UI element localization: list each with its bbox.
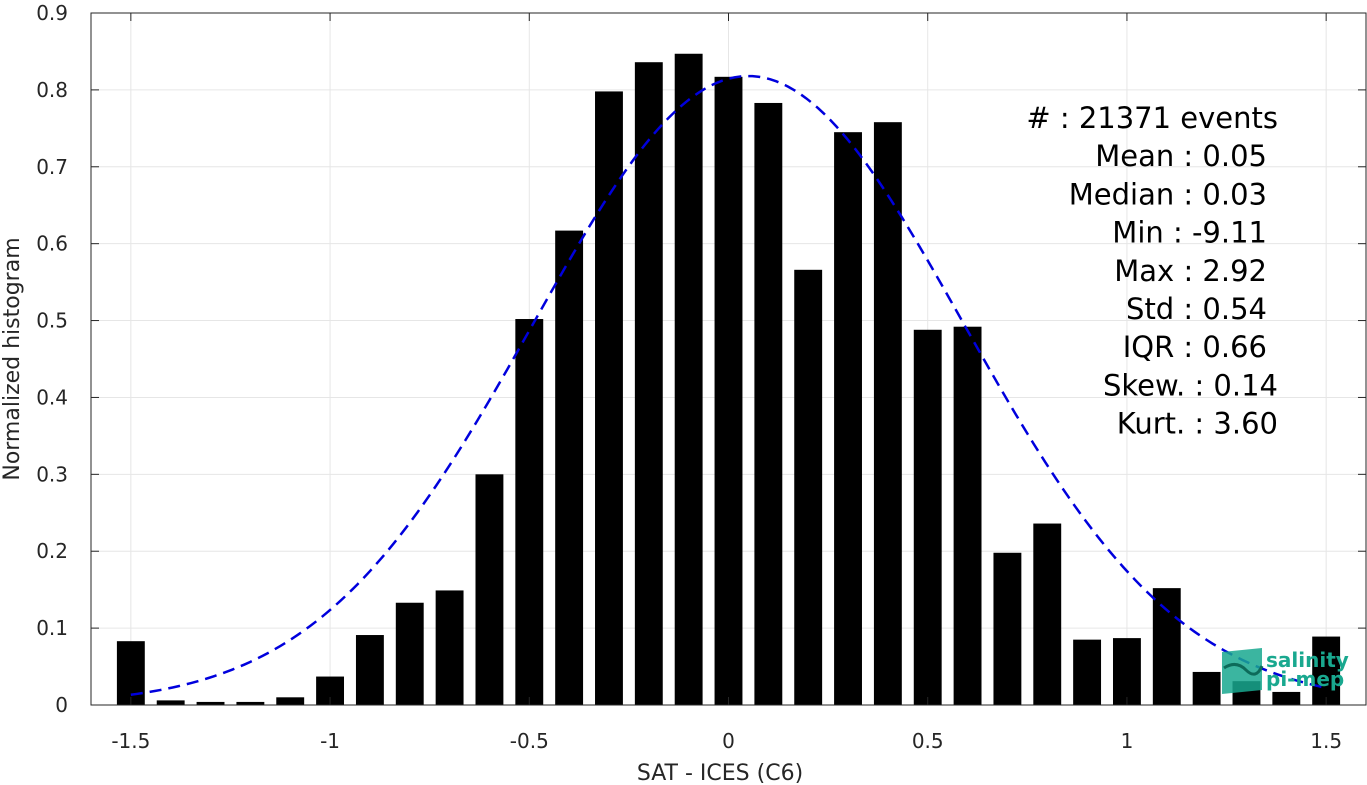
y-tick-label: 0.7 — [36, 155, 68, 179]
histogram-bar — [1312, 636, 1341, 705]
y-tick-label: 0.3 — [36, 462, 68, 486]
x-tick-label: 1 — [1121, 729, 1134, 753]
y-axis-ticks: 0 0.1 0.2 0.3 0.4 0.5 0.6 0.7 0.8 0.9 — [36, 1, 1366, 717]
statistics-box: # : 21371 events Mean : 0.05 Median : 0.03… — [1026, 101, 1278, 441]
histogram-bar — [714, 76, 743, 706]
x-tick-label: -0.5 — [510, 729, 549, 753]
histogram-bar — [355, 635, 384, 705]
histogram-bar — [913, 329, 942, 705]
histogram-bar — [515, 319, 544, 705]
histogram-bar — [1152, 588, 1181, 705]
normal-fit-curve — [130, 74, 1327, 697]
salinity-pimep-logo: salinity pi-mep — [1222, 648, 1349, 694]
stat-line: Std : 0.54 — [1126, 292, 1267, 326]
x-tick-label: -1 — [320, 729, 340, 753]
y-tick-label: 0.6 — [36, 232, 68, 256]
stat-line: Mean : 0.05 — [1095, 139, 1267, 173]
stat-line: Min : -9.11 — [1112, 216, 1267, 250]
histogram-bar — [595, 91, 623, 706]
logo-emblem — [1222, 648, 1262, 694]
histogram-bar — [236, 701, 265, 705]
y-tick-label: 0.4 — [36, 385, 68, 409]
histogram-bar — [754, 102, 783, 705]
histogram-bar — [555, 230, 584, 705]
histogram-bar — [435, 590, 464, 705]
histogram-bar — [395, 602, 424, 705]
histogram-bar — [276, 697, 305, 705]
histogram-bar — [196, 701, 225, 705]
x-axis-label: SAT - ICES (C6) — [637, 761, 803, 785]
stat-line: Max : 2.92 — [1114, 254, 1267, 288]
y-tick-label: 0.1 — [36, 616, 68, 640]
y-tick-label: 0.8 — [36, 78, 68, 102]
y-tick-label: 0.5 — [36, 309, 68, 333]
x-tick-label: 1.5 — [1310, 729, 1342, 753]
histogram-bar — [1272, 691, 1301, 705]
x-tick-label: 0 — [722, 729, 735, 753]
x-tick-label: 0.5 — [912, 729, 944, 753]
stat-line: Median : 0.03 — [1069, 177, 1267, 211]
x-axis-ticks: -1.5 -1 -0.5 0 0.5 1 1.5 — [111, 13, 1342, 753]
histogram-bar — [1192, 671, 1221, 705]
histogram-bar — [873, 122, 902, 705]
histogram-bar — [1112, 638, 1141, 705]
y-tick-label: 0.2 — [36, 539, 68, 563]
histogram-bar — [156, 700, 185, 705]
histogram-bar — [1073, 639, 1102, 705]
histogram-bar — [834, 132, 862, 705]
histogram-bar — [674, 53, 703, 706]
y-tick-label: 0.9 — [36, 1, 68, 25]
logo-emblem-wave — [1223, 663, 1264, 676]
histogram-bar — [475, 474, 504, 705]
stat-line: IQR : 0.66 — [1123, 330, 1267, 364]
histogram-bar — [993, 552, 1022, 705]
histogram-bar — [116, 641, 145, 705]
histogram-bar — [794, 269, 823, 705]
logo-text-pimep: pi-mep — [1266, 667, 1344, 691]
logo-text-salinity: salinity — [1266, 648, 1349, 672]
histogram-bar — [1033, 523, 1062, 705]
histogram-bar — [953, 326, 982, 705]
stat-line: Skew. : 0.14 — [1103, 368, 1278, 402]
y-tick-label: 0 — [55, 693, 68, 717]
stat-line: Kurt. : 3.60 — [1117, 407, 1278, 441]
stat-line: # : 21371 events — [1026, 101, 1278, 135]
x-tick-label: -1.5 — [111, 729, 150, 753]
histogram-bar — [634, 62, 663, 706]
y-axis-label: Normalized histogram — [0, 237, 25, 480]
